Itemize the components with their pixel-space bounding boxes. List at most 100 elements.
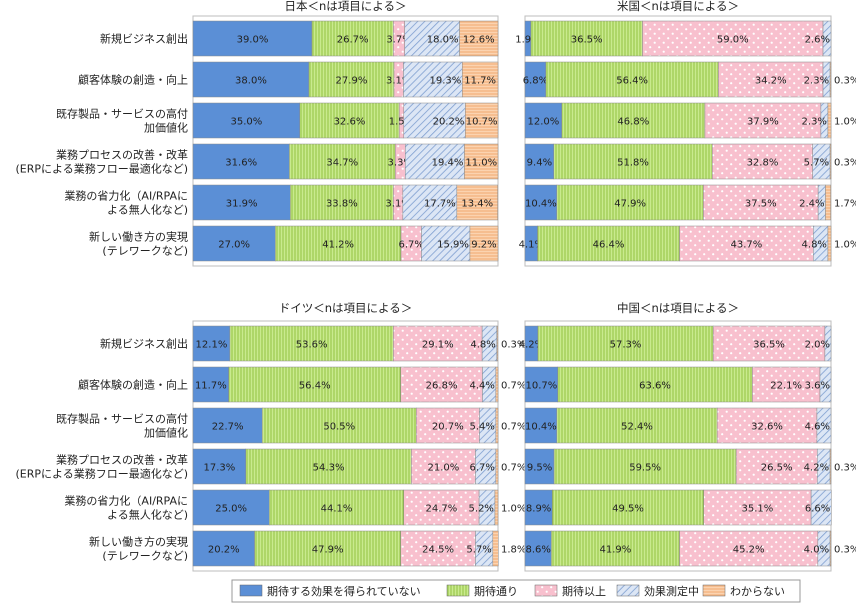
data-label: 17.3% — [203, 463, 235, 474]
data-label: 31.9% — [226, 199, 258, 210]
category-label: (テレワークなど) — [102, 245, 188, 258]
data-label: 6.6% — [805, 504, 830, 515]
data-label: 9.2% — [471, 240, 496, 251]
bar-segment — [192, 20, 313, 57]
data-label: 36.5% — [753, 340, 785, 351]
data-label: 0.3% — [501, 340, 526, 351]
data-label: 19.3% — [430, 76, 462, 87]
bar-segment — [465, 102, 499, 139]
data-label: 12.0% — [527, 117, 559, 128]
data-label: 0.3% — [834, 463, 856, 474]
bar-segment — [561, 102, 706, 139]
bar-segment — [403, 102, 466, 139]
data-label: 32.6% — [751, 422, 783, 433]
data-label: 20.2% — [433, 117, 465, 128]
data-label: 12.6% — [463, 35, 495, 46]
data-label: 10.7% — [525, 381, 557, 392]
bar-segment — [822, 20, 832, 57]
data-label: 24.5% — [422, 545, 454, 556]
data-label: 2.4% — [799, 199, 824, 210]
legend: 期待する効果を得られていない 期待通り 期待以上 効果測定中 わからない — [231, 579, 801, 603]
bar-segment — [524, 143, 555, 180]
category-label: 業務の省力化（AI/RPAに — [64, 189, 188, 203]
data-label: 27.9% — [336, 76, 368, 87]
data-label: 63.6% — [639, 381, 671, 392]
data-label: 4.1% — [519, 240, 544, 251]
legend-box — [231, 579, 801, 603]
bar-segment — [679, 225, 814, 262]
category-label: 業務の省力化（AI/RPAに — [64, 494, 188, 508]
bar-segment — [275, 225, 402, 262]
panel-title: 中国＜nは項目による＞ — [617, 301, 739, 315]
bar-segment — [192, 143, 290, 180]
data-label: 1.0% — [834, 240, 856, 251]
bar-segment — [192, 184, 291, 221]
plot-frame — [524, 15, 832, 267]
bar-segment — [192, 366, 229, 403]
bar-segment — [311, 20, 394, 57]
bar-segment — [269, 489, 405, 526]
data-label: 34.7% — [326, 158, 358, 169]
bar-segment — [192, 225, 276, 262]
bar-segment — [530, 20, 643, 57]
legend-swatch — [534, 584, 558, 597]
data-label: 27.0% — [218, 240, 250, 251]
data-label: 35.0% — [230, 117, 262, 128]
data-label: 36.5% — [571, 35, 603, 46]
data-label: 56.4% — [299, 381, 331, 392]
data-label: 5.7% — [804, 158, 829, 169]
data-label: 1.0% — [501, 504, 526, 515]
bar-segment — [411, 448, 476, 485]
data-label: 3.1% — [386, 76, 411, 87]
data-label: 8.6% — [525, 545, 550, 556]
bar-segment — [192, 489, 270, 526]
bar-segment — [192, 448, 247, 485]
data-label: 39.0% — [237, 35, 269, 46]
data-label: 41.2% — [322, 240, 354, 251]
data-label: 57.3% — [610, 340, 642, 351]
data-label: 0.7% — [501, 381, 526, 392]
data-label: 2.0% — [805, 340, 830, 351]
data-label: 11.7% — [464, 76, 496, 87]
data-label: 44.1% — [321, 504, 353, 515]
bar-segment — [192, 407, 263, 444]
category-label: 新しい働き方の実現 — [89, 230, 188, 244]
data-label: 11.0% — [465, 158, 497, 169]
legend-swatch — [239, 584, 263, 597]
plot-frame — [192, 320, 499, 572]
bar-segment — [462, 61, 499, 98]
data-label: 2.3% — [802, 117, 827, 128]
data-label: 19.4% — [432, 158, 464, 169]
data-label: 4.0% — [804, 545, 829, 556]
data-label: 0.3% — [834, 76, 856, 87]
bar-segment — [553, 448, 737, 485]
bar-segment — [404, 20, 460, 57]
data-label: 51.8% — [617, 158, 649, 169]
bar-segment — [829, 61, 832, 98]
data-label: 0.3% — [834, 545, 856, 556]
legend-label: わからない — [730, 585, 785, 598]
data-label: 22.1% — [770, 381, 802, 392]
legend-label: 期待以上 — [562, 584, 606, 598]
bar-segment — [459, 20, 499, 57]
legend-label: 期待する効果を得られていない — [267, 584, 421, 598]
bar-segment — [400, 366, 483, 403]
panel-title: 米国＜nは項目による＞ — [617, 0, 739, 13]
data-label: 18.0% — [427, 35, 459, 46]
data-label: 8.9% — [526, 504, 551, 515]
category-label: 新規ビジネス創出 — [100, 337, 188, 351]
data-label: 3.1% — [385, 199, 410, 210]
panel-1: 日本＜nは項目による＞ 39.0% 26.7% 3.7% 18.0% 12.6% 38.0%… — [192, 0, 499, 267]
bar-segment — [553, 143, 713, 180]
category-label: 新規ビジネス創出 — [100, 32, 188, 46]
data-label: 54.3% — [313, 463, 345, 474]
bar-segment — [192, 61, 310, 98]
bar-segment — [403, 61, 463, 98]
data-label: 6.7% — [469, 463, 494, 474]
legend-label: 効果測定中 — [644, 584, 699, 598]
bar-segment — [261, 407, 417, 444]
data-label: 6.8% — [523, 76, 548, 87]
bar-segment — [524, 102, 562, 139]
bar-segment — [524, 530, 552, 567]
